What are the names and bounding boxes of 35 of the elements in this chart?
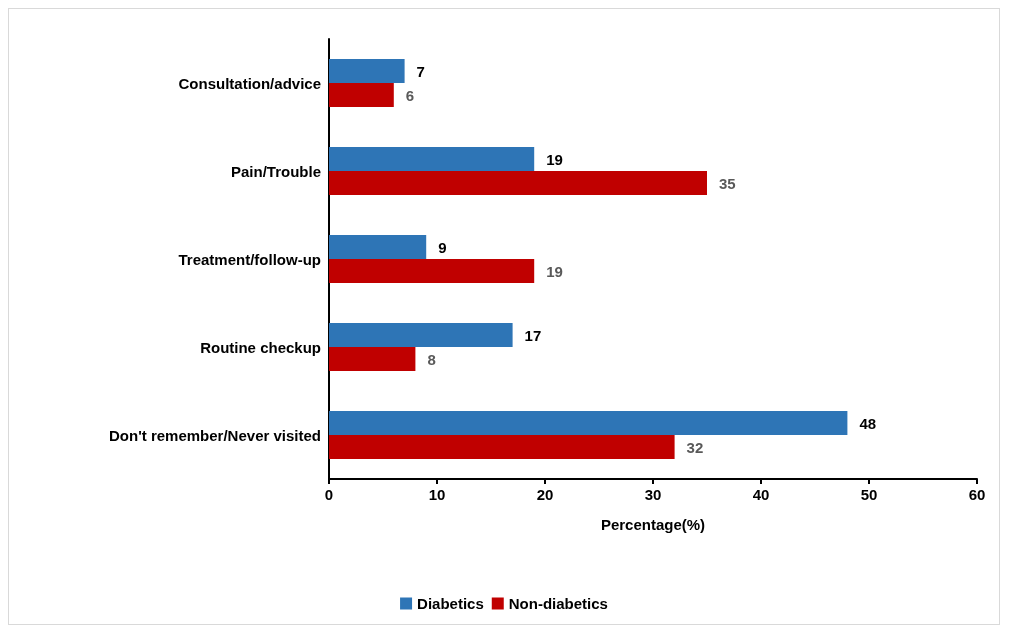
bar bbox=[329, 435, 675, 459]
data-label: 17 bbox=[524, 326, 542, 344]
data-label: 19 bbox=[546, 262, 563, 280]
bar bbox=[329, 323, 513, 347]
x-tick-label: 50 bbox=[860, 486, 878, 503]
bar bbox=[329, 259, 535, 283]
x-tick-label: 10 bbox=[428, 486, 446, 503]
data-label: 19 bbox=[546, 150, 563, 168]
legend-label: Diabetics bbox=[417, 595, 484, 612]
x-tick-label: 30 bbox=[644, 486, 662, 503]
x-tick-label: 0 bbox=[324, 486, 334, 503]
data-label: 35 bbox=[719, 174, 736, 192]
y-tick-label: Treatment/follow-up bbox=[178, 250, 321, 268]
x-tick-label: 60 bbox=[968, 486, 986, 503]
y-tick-label: Don't remember/Never visited bbox=[109, 426, 321, 444]
bar bbox=[329, 83, 394, 107]
bar bbox=[329, 347, 416, 371]
y-tick-label: Pain/Trouble bbox=[230, 162, 321, 180]
bar bbox=[329, 171, 707, 195]
bar bbox=[329, 235, 427, 259]
bar bbox=[329, 59, 405, 83]
y-tick-label: Consultation/advice bbox=[178, 74, 321, 92]
data-label: 7 bbox=[416, 62, 425, 80]
data-label: 8 bbox=[427, 350, 436, 368]
x-axis-title: Percentage(%) bbox=[600, 516, 706, 533]
data-label: 9 bbox=[438, 238, 447, 256]
x-tick-label: 20 bbox=[536, 486, 554, 503]
bar bbox=[329, 147, 535, 171]
legend-label: Non-diabetics bbox=[508, 595, 608, 612]
x-tick-label: 40 bbox=[752, 486, 770, 503]
y-tick-label: Routine checkup bbox=[200, 338, 321, 356]
bar bbox=[329, 411, 848, 435]
data-label: 6 bbox=[405, 86, 415, 104]
data-label: 48 bbox=[859, 414, 877, 432]
data-label: 32 bbox=[686, 438, 704, 456]
